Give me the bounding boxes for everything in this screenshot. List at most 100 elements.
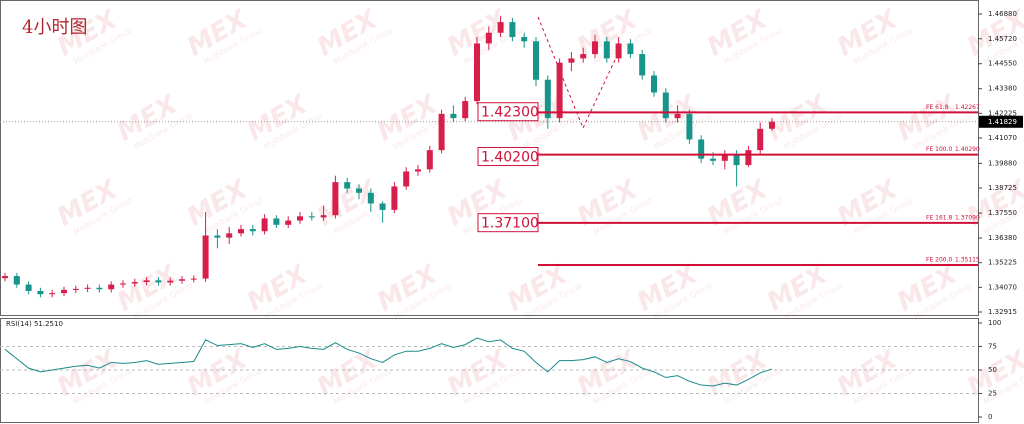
candle-body [415,169,421,172]
candle-body [426,150,433,170]
candle-body [72,288,79,290]
candle-body [13,276,20,285]
candle-body [155,280,162,283]
rsi-line [4,337,773,387]
candle-body [485,32,492,44]
fib-name: FE 161.8 [926,214,953,221]
price-box [477,213,539,233]
candle-body [332,182,339,216]
candle-body [214,235,221,238]
candle-body [344,182,351,189]
candle-body [96,287,103,290]
candle-body [37,290,44,295]
y-tick-label: 1.37550 [988,209,1017,217]
candle-body [273,218,280,225]
candle-body [533,41,539,80]
price-box [477,147,539,167]
candle-body [592,41,598,55]
current-price-label: 1.41829 [988,118,1017,126]
y-tick-label: 25 [988,390,997,398]
candle-body [639,54,646,76]
candle-body [627,43,634,55]
y-tick-label: 0 [988,413,992,421]
y-tick-label: 1.39880 [988,159,1017,167]
candle-body [143,280,150,283]
candle-body [25,284,32,291]
candle-body [721,154,728,161]
y-tick-label: 1.36380 [988,234,1017,242]
rsi-title: RSI(14) 51.2510 [6,320,63,328]
candle-body [757,128,764,151]
price-box-label: 1.42300 [481,105,539,121]
candle-body [2,276,8,279]
candle-body [61,289,67,294]
candle-body [403,171,410,187]
candle-body [356,188,362,193]
zigzag [537,16,616,130]
fib-name: FE 100.0 [926,146,953,153]
candle-body [320,215,327,218]
y-tick-label: 1.34070 [988,283,1017,291]
candle-body [120,283,126,285]
candle-body [249,229,256,232]
candle-body [190,278,197,280]
candle-body [662,92,669,119]
candle-body [391,186,398,210]
candle-body [497,22,504,33]
fib-value: 1.37090 [955,214,980,221]
candle-body [603,41,610,59]
candle-body [686,113,693,140]
candle-body [238,229,244,234]
y-tick-label: 1.32915 [988,308,1017,316]
candle-body [108,284,115,290]
main-panel [0,0,979,316]
candle-body [379,203,386,210]
candle-body [651,75,657,93]
candle-body [367,192,374,204]
candle-body [521,37,528,42]
candle-body [226,233,233,238]
y-tick-label: 50 [988,366,997,374]
candle-body [615,43,622,59]
y-tick-label: 1.35225 [988,259,1017,267]
candle-body [462,101,469,119]
y-tick-label: 1.43380 [988,85,1017,93]
price-box-label: 1.40200 [481,150,539,166]
candle-body [167,280,174,283]
chart-title: 4小时图 [22,17,87,38]
candle-body [438,113,445,151]
candle-body [710,158,716,161]
candle-body [509,22,516,38]
fib-name: FE 200.0 [926,257,953,264]
candle-body [285,220,292,225]
y-tick-label: 1.38725 [988,184,1017,192]
candle-body [674,113,681,119]
candle-body [84,287,91,289]
fib-value: 1.42267 [955,104,980,111]
candle-body [308,216,315,218]
candle-body [544,79,551,119]
candle-body [698,139,705,159]
fib-value: 1.35115 [955,257,980,264]
candle-body [179,279,185,281]
candle-body [580,54,587,59]
candle-body [202,235,209,279]
price-box [477,102,539,122]
y-tick-label: 100 [988,319,1001,327]
y-tick-label: 1.44550 [988,60,1017,68]
candle-body [556,62,563,119]
candle-body [769,121,775,129]
candle-body [745,150,752,166]
y-tick-label: 1.41070 [988,134,1017,142]
candle-body [733,154,740,166]
y-tick-label: 1.42225 [988,109,1017,117]
candle-body [261,218,268,232]
price-box-label: 1.37100 [481,216,539,232]
candle-body [474,43,480,102]
fib-value: 1.40290 [955,146,980,153]
candle-body [450,113,457,119]
candle-body [568,58,575,63]
fib-name: FE 61.8 [926,104,949,111]
candle-body [49,293,56,295]
